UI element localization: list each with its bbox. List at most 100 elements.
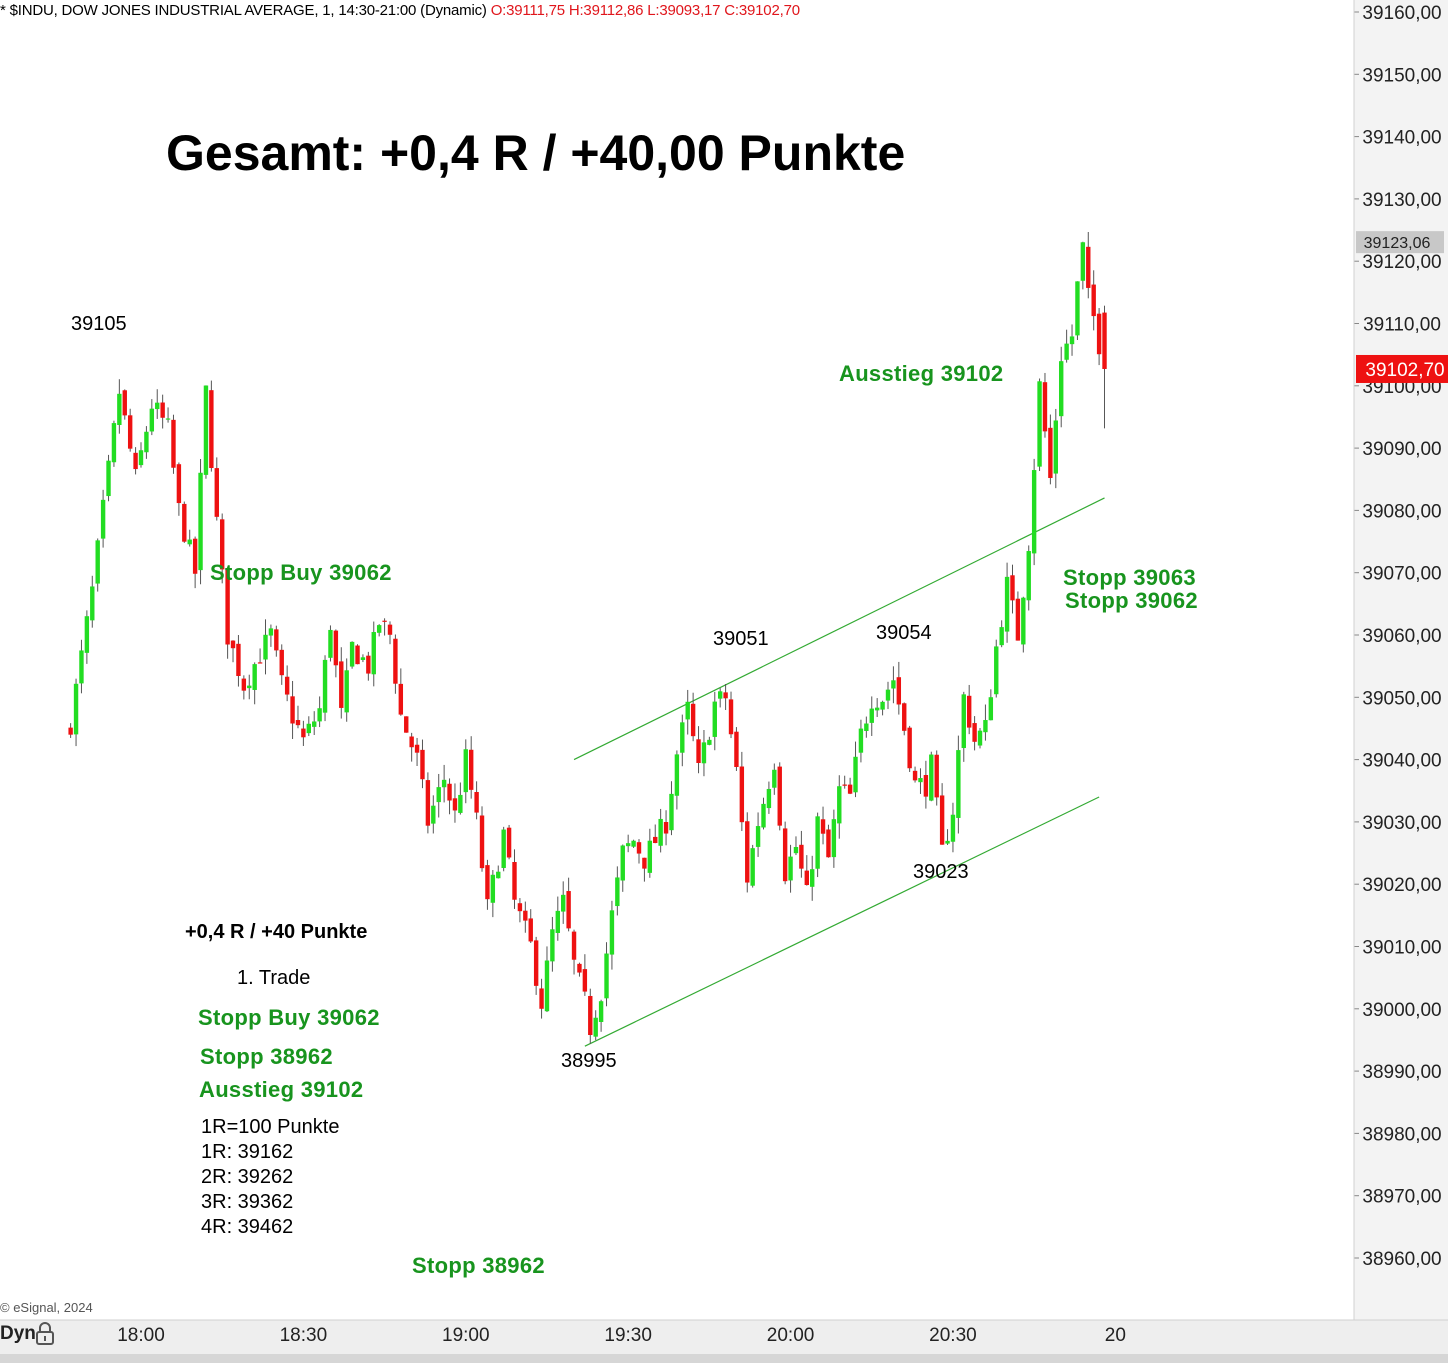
price-tick-label: 39120,00 (1362, 252, 1441, 273)
time-tick-label: 20:00 (767, 1325, 815, 1346)
candle-body (214, 468, 219, 517)
price-tick-label: 39060,00 (1362, 626, 1441, 647)
candle-body (360, 657, 366, 660)
time-axis-labels: 18:00 18:30 19:00 19:30 20:00 20:30 20 (117, 1325, 1126, 1346)
dynamic-mode-label[interactable]: Dyn (0, 1323, 36, 1344)
candle-body (452, 798, 458, 811)
candle-body (209, 390, 214, 469)
candle-body (230, 640, 236, 649)
candle-body (734, 731, 739, 767)
time-tick-label: 20 (1105, 1325, 1126, 1346)
candle-body (631, 840, 636, 847)
stopp-buy-annotation: Stopp Buy 39062 (210, 560, 392, 585)
candle-body (799, 844, 804, 869)
candle-body (436, 787, 441, 803)
price-tick-label: 38990,00 (1362, 1062, 1441, 1083)
candle-body (165, 418, 171, 420)
price-tick-label: 39080,00 (1362, 501, 1441, 522)
candle-body (934, 754, 939, 798)
candle-body (252, 664, 257, 690)
candle-body (609, 910, 615, 955)
candle-body (555, 910, 561, 933)
candle-body (73, 683, 79, 735)
candle-body (409, 736, 414, 748)
price-axis[interactable] (1354, 0, 1448, 1320)
candle-body (625, 843, 631, 847)
candle-body (1031, 470, 1037, 554)
candle-body (322, 659, 328, 713)
price-tick-label: 39000,00 (1362, 1000, 1441, 1021)
candle-body (144, 431, 149, 453)
candle-body (582, 969, 588, 992)
candle-body (550, 929, 555, 962)
candle-body (517, 903, 523, 912)
candle-body (539, 988, 544, 1009)
candle-body (393, 638, 398, 684)
candle-body (869, 708, 874, 723)
candle-body (468, 749, 474, 790)
summary-result: +0,4 R / +40 Punkte (185, 921, 368, 943)
candle-body (923, 774, 929, 797)
r-list-item: 1R=100 Punkte (201, 1116, 340, 1138)
candle-body (636, 842, 642, 854)
price-tick-label: 39140,00 (1362, 128, 1441, 149)
candle-body (874, 707, 880, 711)
candle-body (414, 744, 420, 753)
candle-body (642, 857, 647, 869)
summary-stopp: Stopp 38962 (200, 1044, 333, 1069)
candle-body (138, 450, 144, 466)
chart-header: * $INDU, DOW JONES INDUSTRIAL AVERAGE, 1… (0, 2, 800, 19)
candle-body (236, 643, 241, 676)
candle-body (1015, 598, 1021, 641)
candle-body (707, 739, 712, 745)
candle-body (880, 701, 885, 710)
candle-body (512, 862, 517, 900)
price-tick-label: 39040,00 (1362, 751, 1441, 772)
candle-body (820, 819, 826, 834)
price-tick-label: 39030,00 (1362, 813, 1441, 834)
candle-body (274, 629, 279, 651)
price-tick-label: 39130,00 (1362, 190, 1441, 211)
candle-body (750, 848, 755, 886)
candle-body (728, 699, 734, 735)
price-tick-label: 39010,00 (1362, 938, 1441, 959)
candle-body (339, 661, 344, 708)
candle-body (837, 786, 842, 824)
candle-body (382, 620, 387, 622)
candle-body (864, 723, 869, 732)
candle-body (371, 632, 376, 675)
price-axis-labels: 39160,00 39150,00 39140,00 39130,00 39120,00… (1354, 3, 1442, 1270)
candle-body (842, 784, 847, 786)
price-tick-label: 39020,00 (1362, 875, 1441, 896)
candle-body (376, 625, 382, 633)
candle-body (1037, 381, 1042, 467)
candle-body (106, 460, 111, 497)
candle-body (966, 695, 972, 728)
candle-body (902, 703, 907, 731)
lock-icon[interactable] (34, 1322, 56, 1346)
candle-body (474, 791, 479, 813)
horizontal-scrollbar[interactable] (0, 1354, 1448, 1363)
candle-body (225, 569, 230, 645)
candle-body (301, 728, 306, 738)
candle-body (615, 877, 620, 907)
candle-body (398, 683, 404, 715)
candle-body (1004, 576, 1010, 632)
channel-line-lower (584, 796, 1100, 1047)
candle-body (458, 794, 463, 813)
candle-body (891, 680, 896, 689)
candle-body (485, 865, 490, 900)
candle-body (387, 624, 393, 635)
candle-body (279, 649, 284, 676)
candle-body (160, 402, 165, 418)
candle-body (290, 696, 295, 724)
channel-line-upper (573, 497, 1105, 761)
candle-body (663, 822, 669, 834)
candle-body (847, 784, 853, 794)
candle-body (111, 423, 117, 463)
candle-body (593, 1017, 598, 1037)
stop-annotation-1: Stopp 39063 (1063, 565, 1196, 590)
price-tick-label: 39110,00 (1363, 315, 1441, 336)
